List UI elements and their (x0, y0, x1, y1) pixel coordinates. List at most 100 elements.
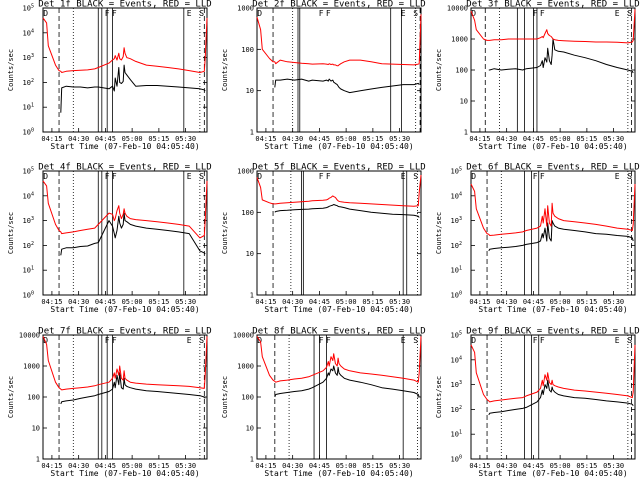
panel-det-7: Det 7f BLACK = Events, RED = LLD 1 10 100 10… (7, 327, 212, 479)
x-tick-label: 05:15 (148, 135, 169, 143)
x-tick-label: 04:15 (41, 298, 62, 306)
x-tick-label: 04:30 (282, 298, 303, 306)
marker-letter: S (413, 336, 418, 345)
y-tick-label: 1 (464, 129, 468, 137)
x-tick-label: 05:30 (175, 298, 196, 306)
y-tick-label: 102 (451, 405, 462, 414)
x-tick-label: 04:45 (309, 298, 330, 306)
panel-title: Det 8f BLACK = Events, RED = LLD (252, 327, 425, 337)
x-axis-label: Start Time (07-Feb-10 04:05:40) (50, 305, 199, 314)
marker-letter: F (533, 9, 538, 18)
marker-letter: F (326, 336, 331, 345)
y-tick-label: 101 (451, 430, 462, 439)
x-tick-label: 05:15 (362, 298, 383, 306)
y-tick-label: 1000 (237, 5, 254, 13)
y-axis-label: Counts/sec (435, 49, 443, 91)
y-axis-label: Counts/sec (435, 376, 443, 418)
y-tick-label: 10000 (19, 332, 40, 340)
y-axis-label: Counts/sec (435, 212, 443, 254)
y-tick-label: 1000 (451, 36, 468, 44)
x-tick-label: 05:30 (175, 462, 196, 470)
x-tick-label: 04:45 (523, 298, 544, 306)
panel-title: Det 2f BLACK = Events, RED = LLD (252, 0, 425, 10)
x-tick-label: 05:30 (175, 135, 196, 143)
y-tick-label: 104 (451, 191, 462, 200)
series-events-line (488, 38, 634, 74)
series-lld-line (256, 174, 422, 207)
y-axis-label: Counts/sec (7, 376, 15, 418)
x-tick-label: 05:30 (389, 135, 410, 143)
x-tick-label: 05:00 (550, 135, 571, 143)
x-tick-label: 05:30 (603, 298, 624, 306)
x-tick-label: 04:30 (68, 135, 89, 143)
y-tick-label: 105 (451, 331, 462, 340)
plot-frame (256, 334, 422, 460)
marker-letter: F (319, 172, 324, 181)
y-tick-label: 101 (23, 266, 34, 275)
marker-letter: D (257, 9, 262, 18)
marker-letter: D (471, 336, 476, 345)
x-tick-label: 04:30 (496, 298, 517, 306)
x-tick-label: 04:15 (469, 462, 490, 470)
panel-det-6: Det 6f BLACK = Events, RED = LLD 100 101 10… (435, 163, 640, 315)
y-tick-label: 102 (23, 241, 34, 250)
x-axis-label: Start Time (07-Feb-10 04:05:40) (264, 142, 413, 151)
marker-letter: S (413, 172, 418, 181)
y-axis-label: Counts/sec (7, 49, 15, 91)
marker-letter: D (43, 9, 48, 18)
marker-letter: D (43, 172, 48, 181)
marker-letter: F (105, 336, 110, 345)
x-tick-label: 04:45 (95, 135, 116, 143)
panel-title: Det 7f BLACK = Events, RED = LLD (38, 327, 211, 337)
series-lld-line (256, 14, 422, 67)
marker-letter: F (319, 9, 324, 18)
y-axis-label: Counts/sec (221, 212, 229, 254)
y-tick-label: 10000 (447, 5, 468, 13)
x-tick-label: 04:45 (95, 298, 116, 306)
y-tick-label: 105 (451, 167, 462, 176)
marker-letter: F (112, 9, 117, 18)
y-axis-label: Counts/sec (221, 49, 229, 91)
marker-letter: F (112, 172, 117, 181)
y-tick-label: 104 (451, 355, 462, 364)
x-tick-label: 05:30 (603, 462, 624, 470)
marker-letter: F (540, 172, 545, 181)
marker-letter: D (43, 336, 48, 345)
x-axis-label: Start Time (07-Feb-10 04:05:40) (478, 469, 627, 478)
y-tick-label: 100 (23, 128, 34, 137)
x-axis-label: Start Time (07-Feb-10 04:05:40) (50, 469, 199, 478)
panel-det-8: Det 8f BLACK = Events, RED = LLD 1 10 100 10… (221, 327, 426, 479)
y-tick-label: 10 (246, 250, 254, 258)
y-tick-label: 100 (23, 291, 34, 300)
series-events-line (274, 204, 420, 218)
x-tick-label: 04:15 (41, 135, 62, 143)
y-tick-label: 100 (27, 394, 40, 402)
plot-frame (42, 170, 208, 296)
x-tick-label: 05:15 (362, 135, 383, 143)
y-tick-label: 100 (241, 46, 254, 54)
series-lld-line (42, 180, 208, 239)
y-tick-label: 105 (23, 4, 34, 13)
y-tick-label: 101 (451, 266, 462, 275)
x-tick-label: 05:15 (576, 462, 597, 470)
y-tick-label: 1 (250, 292, 254, 300)
panel-det-3: Det 3f BLACK = Events, RED = LLD 1 10 100 10… (435, 0, 640, 151)
x-axis-label: Start Time (07-Feb-10 04:05:40) (50, 142, 199, 151)
x-tick-label: 05:15 (576, 298, 597, 306)
x-tick-label: 04:15 (255, 298, 276, 306)
y-axis-label: Counts/sec (7, 212, 15, 254)
x-tick-label: 04:45 (309, 462, 330, 470)
marker-letter: F (540, 336, 545, 345)
y-tick-label: 102 (451, 241, 462, 250)
y-tick-label: 100 (455, 67, 468, 75)
x-axis-label: Start Time (07-Feb-10 04:05:40) (264, 305, 413, 314)
y-tick-label: 101 (23, 103, 34, 112)
panel-det-2: Det 2f BLACK = Events, RED = LLD 1 10 100 10… (221, 0, 426, 151)
marker-letter: F (533, 336, 538, 345)
marker-letter: D (257, 172, 262, 181)
x-tick-label: 04:30 (68, 298, 89, 306)
y-tick-label: 1000 (23, 363, 40, 371)
x-tick-label: 05:15 (576, 135, 597, 143)
panel-det-4: Det 4f BLACK = Events, RED = LLD 100 101 10… (7, 163, 212, 315)
x-tick-label: 04:30 (68, 462, 89, 470)
